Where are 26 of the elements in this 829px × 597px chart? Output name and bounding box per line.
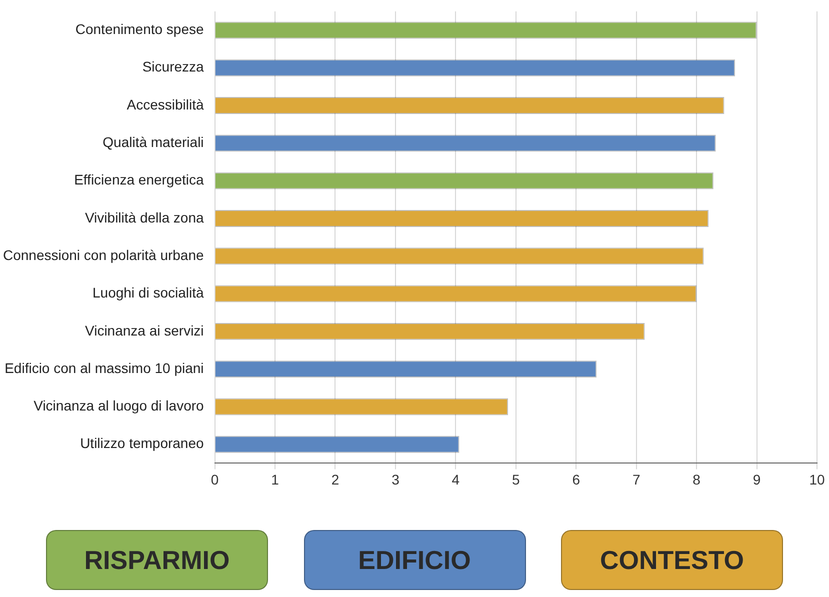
x-tick-label: 0 (210, 471, 219, 488)
x-tick-label: 3 (392, 471, 400, 488)
x-tick-label: 7 (632, 471, 640, 488)
y-tick-label: Connessioni con polarità urbane (2, 246, 204, 263)
y-tick-label: Efficienza energetica (74, 172, 204, 188)
y-tick-label: Sicurezza (142, 58, 204, 75)
x-tick-label: 5 (512, 471, 520, 488)
x-tick-label: 2 (331, 471, 340, 488)
y-tick-label: Vicinanza ai servizi (85, 322, 204, 338)
x-tick-label: 8 (692, 471, 701, 488)
x-tick-label: 6 (572, 471, 580, 488)
y-tick-label: Vivibilità della zona (84, 209, 204, 226)
text: RISPARMIO (46, 530, 268, 590)
y-tick-label: Utilizzo temporaneo (80, 435, 204, 452)
y-tick-label: Luoghi di socialità (92, 284, 204, 301)
y-tick-label: Vicinanza al luogo di lavoro (34, 398, 204, 414)
x-tick-label: 4 (452, 471, 460, 488)
y-tick-label: Accessibilità (126, 96, 204, 112)
x-tick-label: 1 (271, 471, 280, 488)
y-tick-label: Qualità materiali (102, 134, 204, 150)
x-tick-label: 9 (752, 471, 761, 488)
text: CONTESTO (561, 530, 783, 590)
x-tick-label: 10 (809, 471, 825, 488)
text: EDIFICIO (304, 530, 526, 590)
y-tick-label: Contenimento spese (75, 21, 204, 38)
y-tick-label: Edificio con al massimo 10 piani (4, 360, 204, 376)
